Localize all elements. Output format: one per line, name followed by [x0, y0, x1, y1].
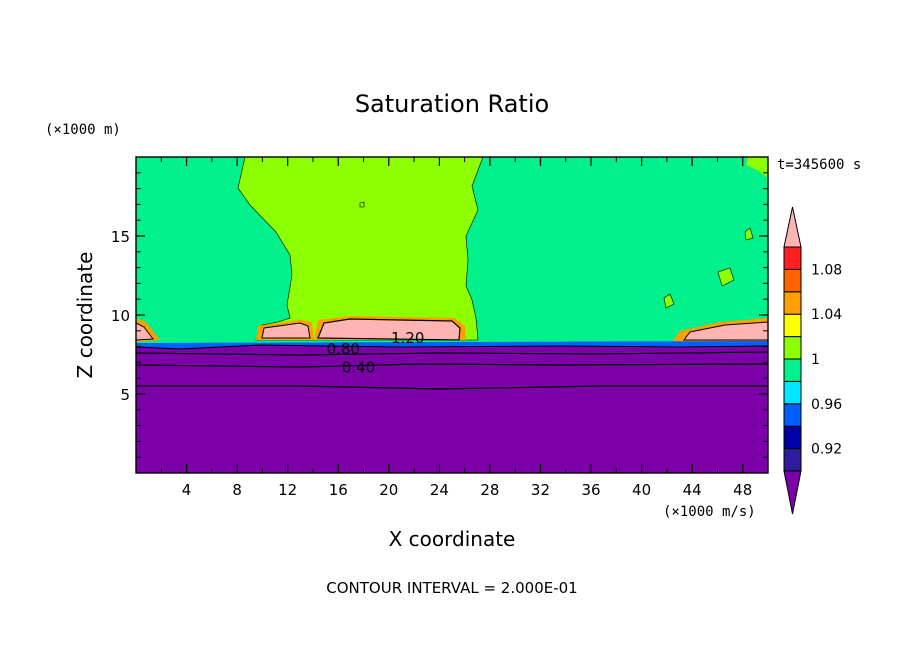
colorbar-under-arrow [783, 470, 802, 515]
x-tick-label: 20 [379, 481, 398, 499]
contour-line [136, 351, 768, 356]
x-tick-label: 8 [232, 481, 242, 499]
x-tick-label: 28 [480, 481, 499, 499]
colorbar-tick-label: 1.04 [811, 307, 842, 323]
colorbar-segment [783, 336, 802, 360]
x-tick-label: 24 [430, 481, 449, 499]
region-band-pink-left [261, 322, 311, 339]
colorbar-tick-label: 1.08 [811, 262, 842, 278]
x-tick-label: 32 [531, 481, 550, 499]
colorbar: 0.92 0.96 1 1.04 1.08 [783, 206, 842, 515]
x-axis-label: X coordinate [389, 527, 516, 551]
colorbar-tick-label: 0.92 [811, 442, 842, 458]
chart-title: Saturation Ratio [355, 90, 549, 118]
patch-contour [359, 201, 365, 208]
x-tick-label: 36 [581, 481, 600, 499]
colorbar-segment [783, 246, 802, 270]
patch-contour [663, 293, 675, 309]
x-axis: 4 8 12 16 20 24 28 32 36 40 44 48 [160, 157, 752, 499]
region-band-pink-right [683, 321, 768, 341]
colorbar-over-arrow [783, 206, 802, 248]
colorbar-segment [783, 448, 802, 472]
y-axis: 5 10 15 [111, 172, 768, 458]
colorbar-segment [783, 291, 802, 315]
contour-label: 0.80 [327, 340, 360, 358]
region-lower-subsaturated [136, 344, 768, 473]
region-plume-top-right [746, 157, 768, 178]
patch-contour [744, 227, 754, 241]
colorbar-tick-label: 0.96 [811, 397, 842, 413]
x-tick-label: 4 [182, 481, 192, 499]
x-tick-label: 16 [329, 481, 348, 499]
colorbar-segment [783, 358, 802, 382]
x-tick-label: 44 [683, 481, 702, 499]
colorbar-tick-label: 1 [811, 352, 820, 368]
contour-label: 1.20 [391, 329, 424, 347]
colorbar-segment [783, 380, 802, 405]
colorbar-segment [783, 425, 802, 450]
patch-contour [717, 267, 735, 287]
contour-label: 0.40 [342, 358, 375, 376]
colorbar-segment [783, 313, 802, 338]
x-unit-label: (×1000 m/s) [663, 504, 756, 520]
colorbar-segment [783, 403, 802, 427]
y-tick-label: 5 [120, 386, 130, 404]
contour-interval-footer: CONTOUR INTERVAL = 2.000E-01 [326, 579, 577, 597]
y-tick-label: 10 [111, 307, 130, 325]
region-band-pink-main [317, 318, 461, 341]
x-tick-label: 40 [632, 481, 651, 499]
contour-labels: 0.400.80 1.20 [327, 329, 425, 376]
contour-line [136, 385, 768, 390]
contour-line [136, 363, 768, 368]
colorbar-segment [783, 268, 802, 293]
isolated-contour-patches [359, 201, 754, 309]
region-left-edge-pink [136, 322, 154, 341]
time-label: t=345600 s [777, 157, 861, 173]
x-tick-label: 12 [278, 481, 297, 499]
y-axis-label: Z coordinate [73, 252, 97, 379]
y-tick-label: 15 [111, 228, 130, 246]
plot-area [136, 157, 768, 473]
y-unit-label: (×1000 m) [45, 122, 121, 138]
x-tick-label: 48 [733, 481, 752, 499]
